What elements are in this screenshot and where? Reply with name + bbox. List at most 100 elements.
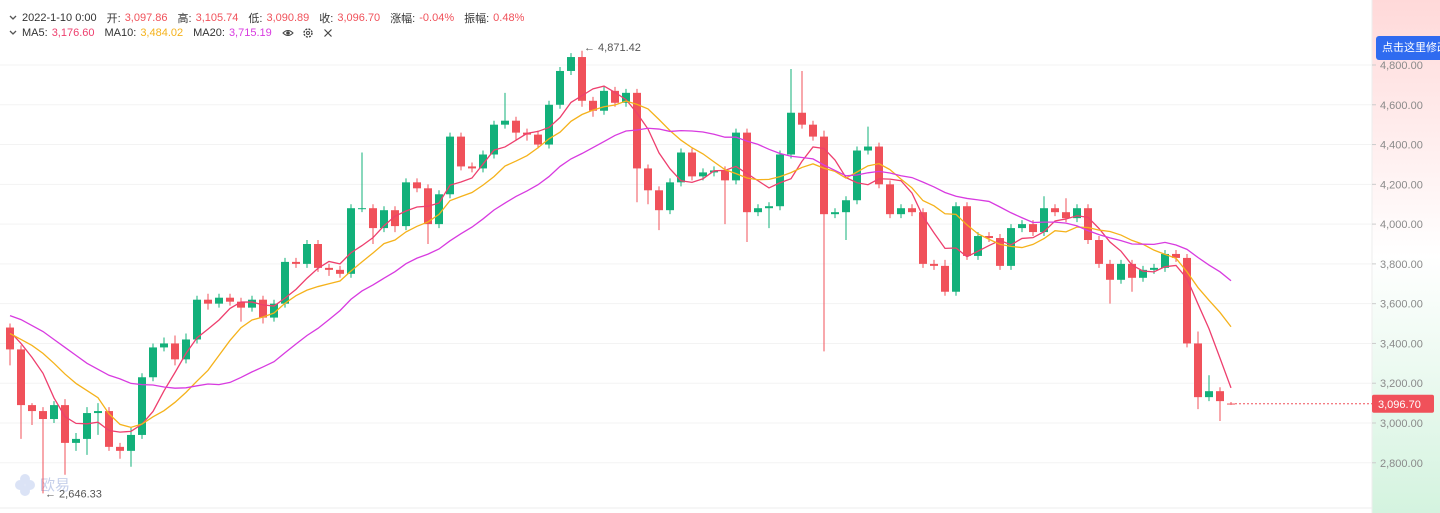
collapse-icon[interactable] [8,13,18,23]
ohlc-label: 开: [106,13,121,25]
candle-body [446,136,454,195]
collapse-icon[interactable] [8,28,18,38]
watermark-logo [15,474,35,496]
candle-body [919,212,927,264]
candle-body [743,132,751,213]
candle-body [105,411,113,447]
candle-body [248,299,256,308]
candle-body [677,152,685,183]
y-tick-label: 4,800.00 [1380,60,1423,72]
candle-body [952,206,960,292]
candle-body [1205,391,1213,398]
candle-body [402,182,410,227]
ohlc-label: 振幅: [464,13,490,25]
candle-body [468,166,476,169]
candle-body [556,70,564,105]
candle-body [347,208,355,274]
ohlc-value: 3,105.74 [195,12,239,24]
candle-body [776,154,784,207]
candle-body [897,208,905,215]
legend-label: MA10: [104,27,137,39]
candle-body [160,343,168,348]
candle-body [721,170,729,181]
candle-body [809,124,817,137]
candle-body [1106,263,1114,280]
candle-body [391,210,399,227]
candle-body [17,349,25,406]
candle-body [1018,224,1026,229]
ohlc-label: 涨幅: [390,13,416,25]
candle-body [413,182,421,189]
candle-body [787,112,795,155]
ohlc-label: 低: [248,13,263,25]
candle-body [1216,391,1224,402]
candle-body [875,146,883,185]
price-tag [1372,394,1434,413]
settings-icon[interactable] [302,27,314,39]
candle-body [193,299,201,340]
candle-body [930,263,938,266]
price-axis-band [1372,0,1440,513]
candle-body [1051,208,1059,213]
ma-line [9,127,1232,389]
candle-body [1117,263,1125,280]
candle-body [699,172,707,177]
candle-body [589,100,597,111]
candle-body [732,132,740,181]
ohlc-value: 3,090.89 [266,12,310,24]
candle-body [358,208,366,210]
candle-body [61,405,69,443]
legend-label: MA5: [22,27,48,39]
candle-body [204,299,212,304]
candle-body [457,136,465,167]
candle-body [1073,208,1081,219]
candle-body [1183,257,1191,344]
candle-body [941,265,949,292]
candle-body [127,434,135,451]
ma-legend: MA5: 3,176.60 MA10: 3,484.02 MA20: 3,715.19 [8,27,334,39]
candle-body [611,90,619,103]
candle-body [270,303,278,318]
candle-body [985,236,993,239]
legend-label: MA20: [193,27,225,39]
candle-body [336,269,344,274]
eye-icon[interactable] [282,27,294,39]
candle-body [545,104,553,145]
candle-body [237,301,245,308]
candle-body [215,297,223,304]
candle-body [688,152,696,177]
candle-body [1161,253,1169,268]
candle-body [831,212,839,215]
candle-body [886,184,894,215]
y-tick-label: 4,000.00 [1380,219,1423,231]
candle-body [600,90,608,111]
candle-body [644,168,652,191]
candle-body [292,261,300,264]
candle-body [1040,208,1048,233]
y-tick-label: 4,400.00 [1380,140,1423,152]
extreme-label: ← 2,646.33 [45,488,102,500]
y-tick-label: 4,200.00 [1380,179,1423,191]
tooltip[interactable]: 点击这里修改 [1376,36,1440,60]
candle-body [864,146,872,151]
candle-body [963,206,971,256]
candle-body [94,411,102,414]
candle-body [908,208,916,213]
candle-body [1172,253,1180,258]
candle-body [281,261,289,304]
date: 2022-1-10 0:00 [22,12,97,24]
candle-body [72,438,80,443]
candle-body [974,236,982,256]
legend-value: 3,715.19 [228,27,272,39]
extreme-label: ← 4,871.42 [584,42,641,54]
y-tick-label: 3,600.00 [1380,299,1423,311]
ohlc-value: 3,096.70 [337,12,381,24]
close-icon[interactable] [322,27,334,39]
candle-body [380,210,388,229]
candle-body [259,299,267,318]
candle-body [1095,240,1103,264]
candle-body [325,267,333,270]
ohlc-value: -0.04% [419,12,455,24]
